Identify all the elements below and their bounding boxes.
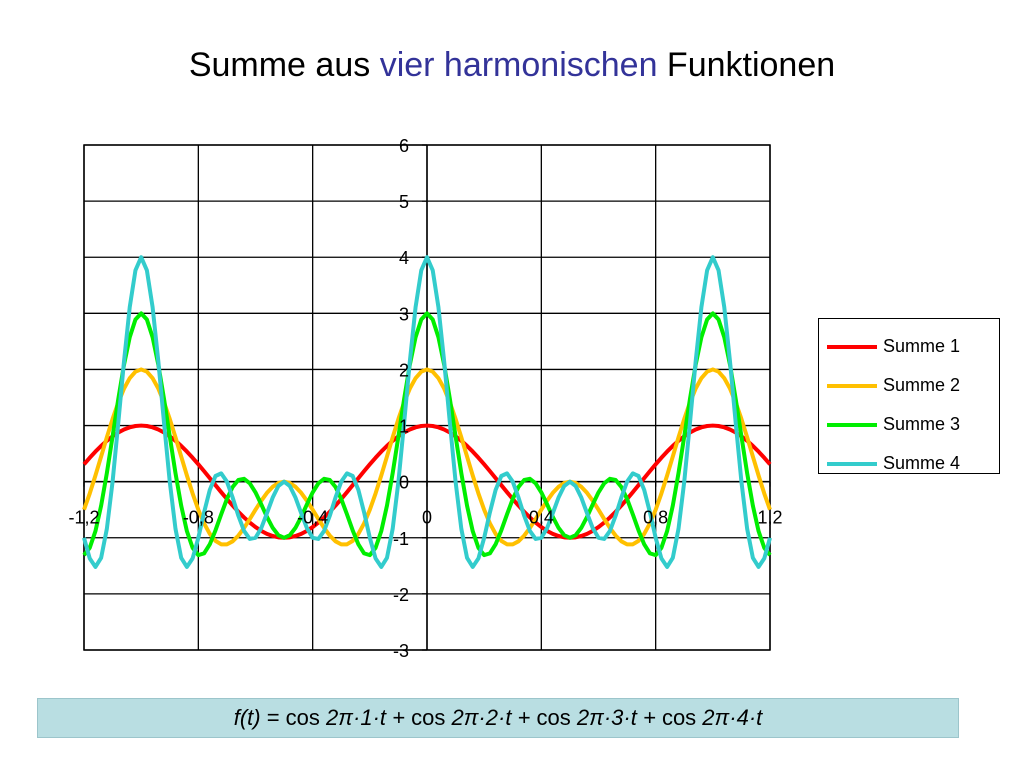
y-tick-label-0: -3 [393,641,409,661]
y-tick-label-9: 6 [399,136,409,156]
y-tick-label-6: 3 [399,304,409,324]
legend: Summe 1 Summe 2 Summe 3 Summe 4 [818,318,1000,474]
legend-swatch-summe-3 [827,422,877,427]
legend-label-summe-2: Summe 2 [883,375,961,395]
y-tick-label-3: 0 [399,473,409,493]
legend-label-summe-1: Summe 1 [883,336,961,356]
legend-swatch-summe-2 [827,383,877,388]
formula-term-3: 2π·3·t [576,705,637,730]
x-tick-label-5: 0,8 [643,508,668,528]
axes [83,144,771,651]
title-part2: Funktionen [657,46,836,84]
formula-ft: f(t) [233,705,261,730]
series-line-summe-2 [82,367,772,547]
x-tick-label-2: -0,4 [297,508,328,528]
legend-swatch-summe-4 [827,461,877,466]
tick-labels: -3 -2 -1 0 1 2 3 4 5 6 -1,2 -0,8 -0,4 0 0,4 0,8 1,2 [68,136,782,661]
formula-term-1: 2π·1·t [326,705,387,730]
formula-plus-2: + [511,705,537,730]
formula-cos-3: cos [536,705,577,730]
formula-plus-3: + [636,705,662,730]
legend-label-summe-4: Summe 4 [883,453,961,473]
series-line-summe-4 [82,255,772,569]
series-line-summe-1 [82,423,772,540]
formula-cos-2: cos [411,705,452,730]
legend-swatch-summe-1 [827,344,877,349]
legend-item-summe-3: Summe 3 [819,405,999,444]
formula-cos-1: cos [285,705,327,730]
series-line-summe-3 [82,311,772,558]
y-tick-label-4: 1 [399,417,409,437]
title-part1: Summe aus [188,46,380,84]
y-tick-label-5: 2 [399,360,409,380]
x-tick-label-4: 0,4 [529,508,554,528]
title-highlight: vier harmonischen [379,46,658,84]
series-lines [82,255,772,569]
formula-cos-4: cos [661,705,703,730]
legend-item-summe-2: Summe 2 [819,366,999,405]
y-tick-label-8: 5 [399,192,409,212]
formula-term-4: 2π·4·t [702,705,763,730]
legend-item-summe-4: Summe 4 [819,444,999,483]
formula-term-2: 2π·2·t [451,705,512,730]
x-tick-label-6: 1,2 [757,508,782,528]
y-tick-label-7: 4 [399,248,409,268]
formula-box: f(t) = cos 2π·1·t + cos 2π·2·t + cos 2π·… [37,698,959,738]
legend-item-summe-1: Summe 1 [819,327,999,366]
y-tick-label-2: -1 [393,529,409,549]
x-tick-label-0: -1,2 [68,508,99,528]
formula-plus-1: + [386,705,412,730]
x-tick-label-1: -0,8 [183,508,214,528]
x-tick-label-3: 0 [422,508,432,528]
formula-eq: = [260,705,286,730]
slide-title: Summe aus vier harmonischen Funktionen [0,46,1024,85]
y-tick-label-1: -2 [393,585,409,605]
legend-label-summe-3: Summe 3 [883,414,961,434]
